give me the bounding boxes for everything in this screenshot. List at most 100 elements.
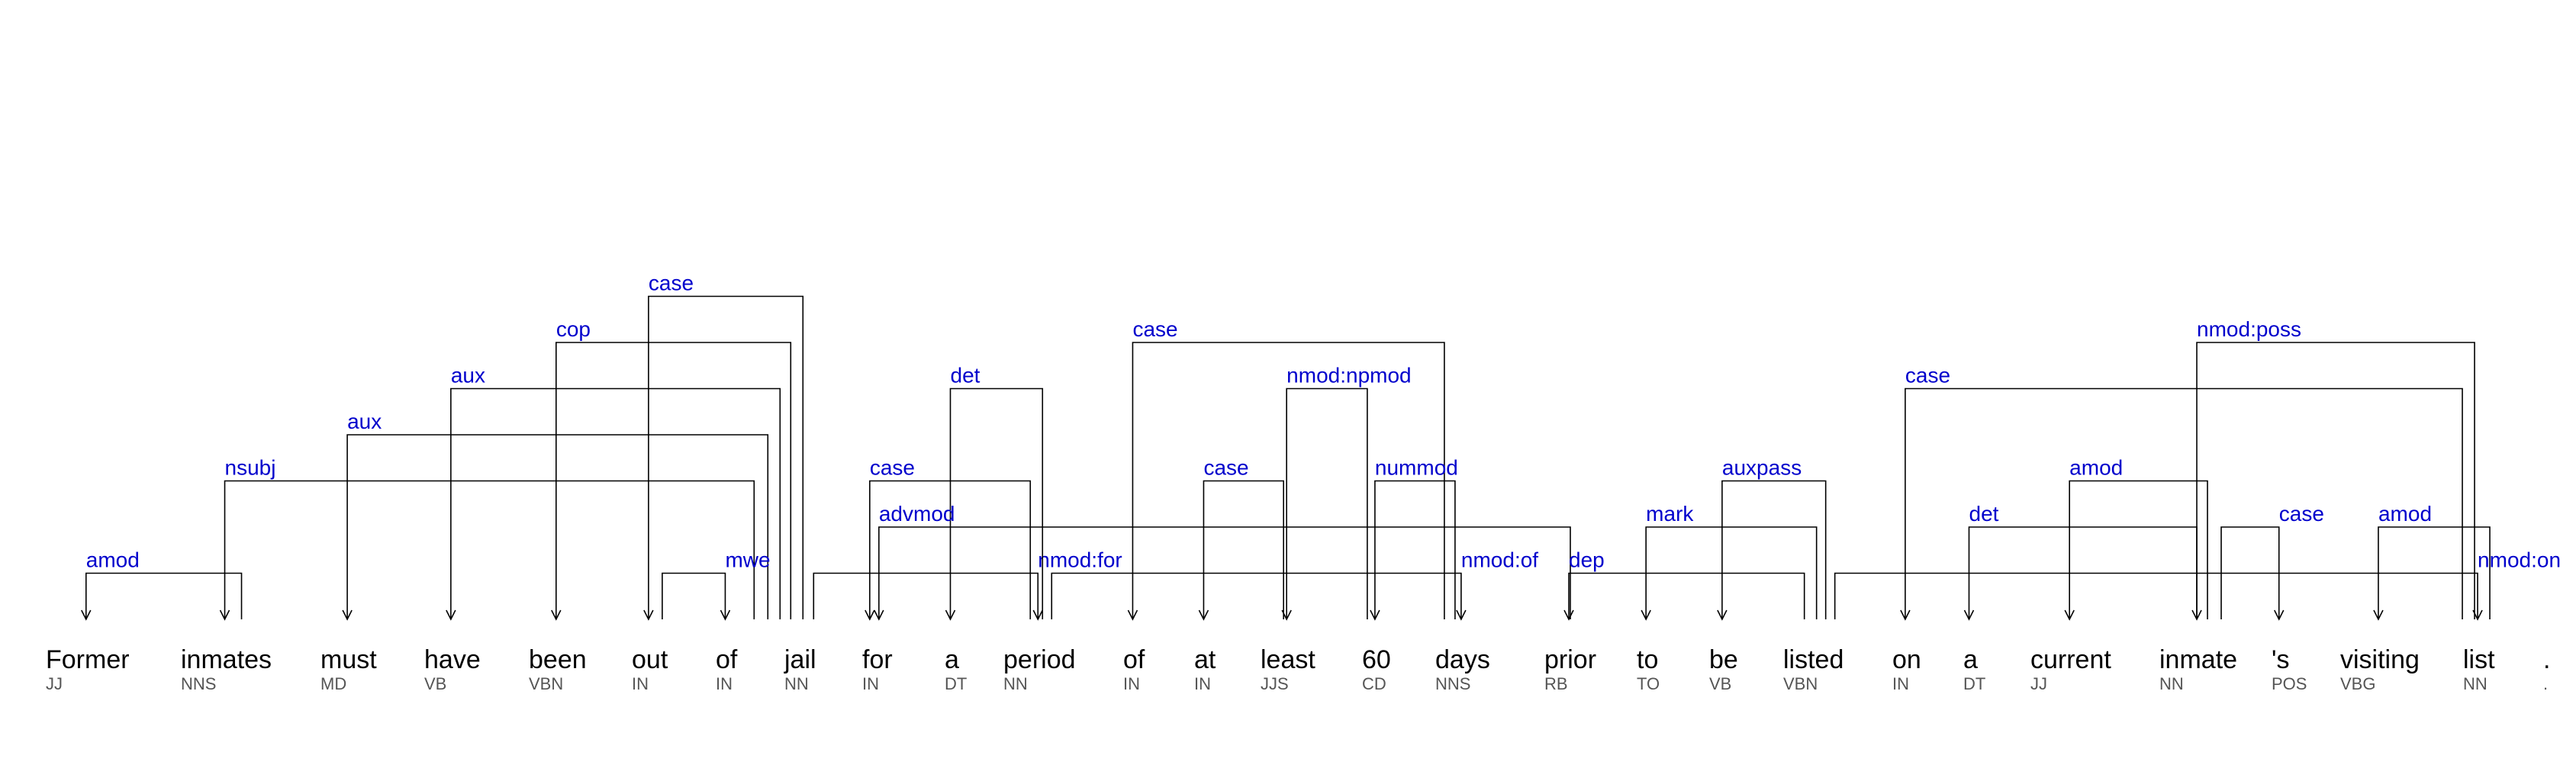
token-word: . — [2543, 645, 2550, 674]
token-tag: VBN — [529, 674, 563, 693]
arc-label: mwe — [725, 548, 770, 572]
arc-label: mark — [1646, 502, 1694, 526]
dependency-arc: amod — [2064, 456, 2208, 621]
token-tag: IN — [716, 674, 733, 693]
dependency-arc: aux — [342, 410, 769, 621]
dependency-arc: dep — [1563, 548, 1805, 621]
arc-label: amod — [2069, 456, 2123, 480]
token-tag: DT — [1963, 674, 1985, 693]
arc-label: dep — [1569, 548, 1605, 572]
dependency-arc: nmod:of — [1051, 548, 1538, 621]
token-tag: NNS — [1435, 674, 1470, 693]
dependency-arc: nsubj — [219, 456, 755, 621]
arrow-head-icon — [219, 609, 230, 621]
arrow-head-icon — [643, 609, 654, 621]
arc-label: aux — [347, 410, 382, 433]
token-tag: VB — [424, 674, 446, 693]
arrow-head-icon — [1641, 609, 1651, 621]
token: aDT — [1963, 645, 1985, 693]
dependency-arc: nummod — [1370, 456, 1458, 621]
arrow-head-icon — [865, 609, 875, 621]
arc-label: auxpass — [1722, 456, 1802, 480]
dependency-arc: mark — [1641, 502, 1818, 621]
arrow-head-icon — [945, 609, 956, 621]
dependency-arc: aux — [446, 364, 781, 621]
dependency-arc: det — [1963, 502, 2198, 621]
dependency-arc: mwe — [662, 548, 771, 621]
dependency-arc: auxpass — [1717, 456, 1827, 621]
arc-line — [2220, 526, 2280, 619]
token-word: for — [862, 645, 893, 674]
token-word: listed — [1783, 645, 1843, 674]
arc-label: amod — [86, 548, 140, 572]
token-word: of — [716, 645, 738, 674]
arrow-head-icon — [1127, 609, 1138, 621]
dependency-arc: cop — [551, 317, 792, 621]
token-word: have — [424, 645, 481, 674]
token-word: of — [1123, 645, 1145, 674]
arc-line — [450, 387, 781, 619]
token-word: 's — [2272, 645, 2290, 674]
arrow-head-icon — [551, 609, 562, 621]
arc-line — [346, 434, 769, 619]
token-tag: JJS — [1261, 674, 1289, 693]
token-word: a — [1963, 645, 1978, 674]
arc-label: det — [951, 364, 980, 387]
token-tag: JJ — [2030, 674, 2047, 693]
arc-label: case — [1905, 364, 1950, 387]
dependency-arc: case — [865, 456, 1032, 621]
token-tag: NN — [2159, 674, 2184, 693]
arrow-head-icon — [720, 609, 731, 621]
token-word: visiting — [2340, 645, 2420, 674]
arc-line — [648, 295, 804, 619]
token-tag: . — [2543, 674, 2548, 693]
arc-line — [1645, 526, 1818, 619]
token-word: Former — [46, 645, 130, 674]
arc-label: advmod — [879, 502, 955, 526]
dependency-arc: case — [1900, 364, 2463, 621]
arc-label: nsubj — [225, 456, 276, 480]
arrow-head-icon — [1032, 609, 1043, 621]
token-tag: IN — [632, 674, 649, 693]
arc-line — [1905, 387, 2463, 619]
token-tag: POS — [2272, 674, 2307, 693]
token-tag: DT — [945, 674, 967, 693]
arc-label: nmod:of — [1461, 548, 1538, 572]
token-word: least — [1261, 645, 1315, 674]
arc-label: nmod:on — [2478, 548, 2561, 572]
token-tag: NN — [2463, 674, 2487, 693]
arc-label: nummod — [1375, 456, 1458, 480]
arc-line — [1203, 480, 1284, 619]
token-word: must — [320, 645, 377, 674]
arc-line — [813, 572, 1039, 619]
arc-label: case — [2279, 502, 2324, 526]
dependency-arc: nmod:npmod — [1281, 364, 1412, 621]
arc-line — [1374, 480, 1456, 619]
token: aDT — [945, 645, 967, 693]
token-word: 60 — [1362, 645, 1391, 674]
token-word: period — [1003, 645, 1076, 674]
arrow-head-icon — [2064, 609, 2075, 621]
arc-label: amod — [2378, 502, 2432, 526]
arrow-head-icon — [1963, 609, 1975, 621]
tokens-layer: FormerJJinmatesNNSmustMDhaveVBbeenVBNout… — [46, 645, 2550, 693]
token-word: jail — [784, 645, 816, 674]
arc-line — [2378, 526, 2491, 619]
token-tag: NN — [1003, 674, 1028, 693]
dependency-arc: nmod:poss — [2191, 317, 2475, 621]
dependency-arc: nmod:for — [813, 548, 1122, 621]
token-tag: MD — [320, 674, 346, 693]
token-word: current — [2030, 645, 2111, 674]
token-tag: NN — [784, 674, 809, 693]
arc-label: det — [1969, 502, 1999, 526]
